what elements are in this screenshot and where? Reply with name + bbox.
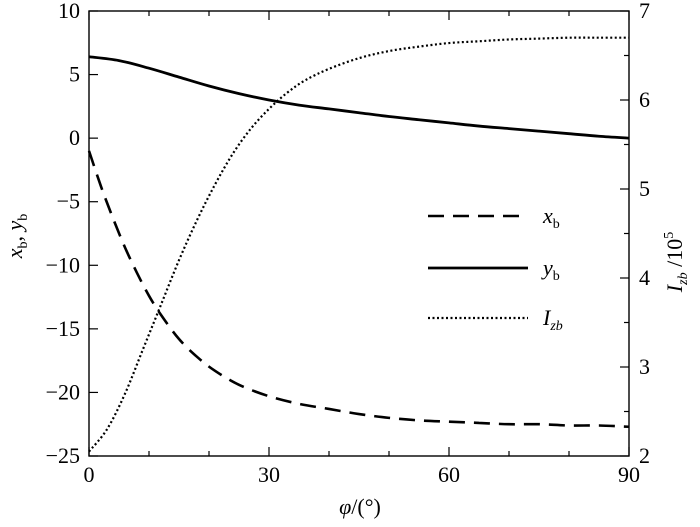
y-right-title-rest: /10 xyxy=(662,239,687,273)
legend-label-I-zb: Izb xyxy=(542,305,563,334)
y-right-axis-title: Izb /105 xyxy=(662,232,691,293)
y-right-tick-label: 7 xyxy=(639,0,650,23)
x-tick-label: 60 xyxy=(438,462,460,487)
legend-label-sub: b xyxy=(553,217,560,232)
axes-layer: 0 30 60 90 10 5 0 −5 −10 −15 −20 −25 7 6 5 4 3 2 xyxy=(46,0,650,487)
y-left-title-y: y xyxy=(2,221,27,233)
y-right-tick-label: 2 xyxy=(639,443,650,468)
y-right-tick-label: 3 xyxy=(639,354,650,379)
y-right-title-sup: 5 xyxy=(662,232,677,239)
x-axis-title-main: φ xyxy=(339,494,351,519)
y-left-tick-label: 0 xyxy=(69,125,80,150)
plot-frame xyxy=(88,10,630,457)
y-right-title-i-sub: zb xyxy=(676,272,691,285)
series-line-I-zb xyxy=(88,36,629,453)
y-left-title-x: x xyxy=(2,248,27,259)
y-left-tick-label: 10 xyxy=(58,0,80,23)
y-right-tick-label: 6 xyxy=(639,87,650,112)
y-right-tick-label: 5 xyxy=(639,176,650,201)
legend-label-main: I xyxy=(542,305,552,330)
y-left-tick-label: −5 xyxy=(57,189,80,214)
y-left-axis-title: xb, yb xyxy=(2,214,31,260)
series-line-y-b xyxy=(88,55,630,140)
legend-label-sub: b xyxy=(553,269,560,284)
y-left-tick-label: −20 xyxy=(46,379,80,404)
y-left-tick-label: 5 xyxy=(69,62,80,87)
y-left-title-y-sub: b xyxy=(16,214,31,221)
legend-label-x-b: xb xyxy=(542,203,560,232)
x-axis-title-rest: /(°) xyxy=(351,494,381,519)
y-left-tick-label: −15 xyxy=(46,316,80,341)
x-tick-label: 90 xyxy=(618,462,640,487)
series-line-x-b xyxy=(87,150,630,429)
y-left-tick-label: −10 xyxy=(46,252,80,277)
y-left-title-sep: , xyxy=(2,231,27,242)
y-right-title-i: I xyxy=(662,283,687,293)
y-right-tick-label: 4 xyxy=(639,265,650,290)
series-layer xyxy=(87,36,630,453)
legend-label-main: x xyxy=(542,203,553,228)
x-axis-title: φ/(°) xyxy=(339,494,381,519)
legend-label-sub: zb xyxy=(549,319,562,334)
y-left-title-x-sub: b xyxy=(16,242,31,249)
y-left-tick-label: −25 xyxy=(46,443,80,468)
x-tick-label: 30 xyxy=(258,462,280,487)
legend-label-main: y xyxy=(541,255,553,280)
legend-label-y-b: yb xyxy=(541,255,560,284)
x-tick-label: 0 xyxy=(84,462,95,487)
